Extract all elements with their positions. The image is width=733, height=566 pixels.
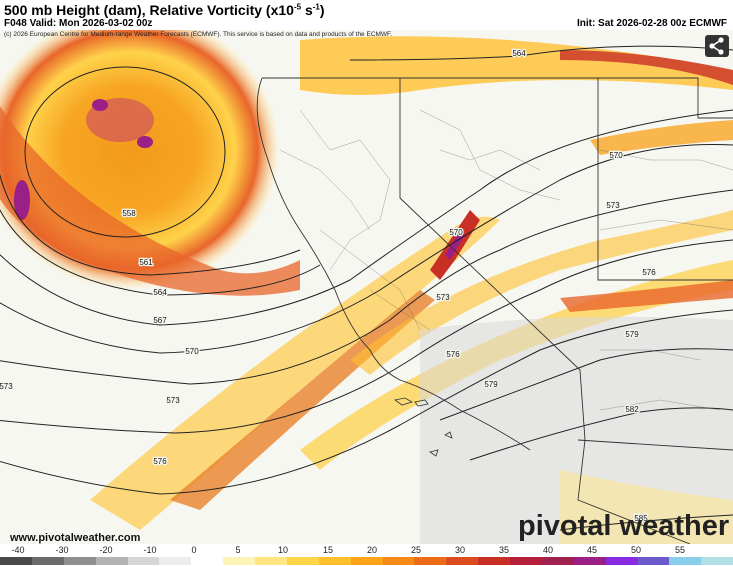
contour-label: 570 (449, 228, 463, 237)
colorbar-swatch (350, 557, 383, 565)
political-boundaries (256, 77, 733, 544)
colorbar-swatch (478, 557, 510, 565)
contour-label: 573 (606, 201, 620, 210)
colorbar-swatch (446, 557, 479, 565)
colorbar-tick-label: 40 (542, 545, 554, 555)
colorbar-swatch (414, 557, 447, 565)
colorbar-swatch (127, 557, 160, 565)
contour-label: 576 (446, 350, 460, 359)
contour-label: 561 (139, 258, 153, 267)
colorbar-tick-label: -20 (99, 545, 113, 555)
contour-label: 576 (642, 268, 656, 277)
contour-label: 576 (153, 457, 167, 466)
colorbar-tick-label: 5 (235, 545, 241, 555)
colorbar-tick-label: -40 (11, 545, 25, 555)
share-button[interactable] (705, 35, 729, 57)
init-time: Init: Sat 2026-02-28 00z ECMWF (576, 18, 727, 29)
contour-label: 585 (634, 514, 648, 523)
contour-label: 570 (609, 151, 623, 160)
map-title: 500 mb Height (dam), Relative Vorticity … (4, 2, 325, 18)
contour-label: 579 (484, 380, 498, 389)
contour-labels: 564 558 561 564 567 570 573 573 576 570 573 576 579 5… (0, 48, 657, 525)
vorticity-colorbar: -40 -30 -20 -10 0 5 10 15 20 25 30 35 40 45 50 55 (0, 544, 733, 566)
copyright-notice: (c) 2026 European Centre for Medium-rang… (4, 31, 393, 38)
vorticity-map[interactable]: 564 558 561 564 567 570 573 573 576 570 573 576 579 5… (0, 30, 733, 544)
colorbar-tick-label: 35 (498, 545, 510, 555)
colorbar-swatch (191, 557, 224, 565)
colorbar-swatch (286, 557, 319, 565)
colorbar-swatch (669, 557, 702, 565)
colorbar-swatch (637, 557, 670, 565)
contour-label: 582 (625, 405, 639, 414)
contour-label: 558 (122, 209, 136, 218)
colorbar-tick-label: 50 (630, 545, 642, 555)
colorbar-tick-label: 15 (322, 545, 334, 555)
colorbar-swatch (510, 557, 542, 565)
colorbar-swatch (255, 557, 287, 565)
county-lines (279, 109, 733, 411)
valid-time: F048 Valid: Mon 2026-03-02 00z (4, 18, 153, 29)
colorbar-swatch (31, 557, 64, 565)
contour-label: 564 (153, 288, 167, 297)
website-link[interactable]: www.pivotalweather.com (10, 532, 141, 544)
colorbar-swatch (541, 557, 574, 565)
colorbar-tick-label: -30 (55, 545, 69, 555)
share-icon (709, 37, 724, 55)
colorbar-tick-label: 55 (674, 545, 686, 555)
colorbar-swatch (159, 557, 192, 565)
colorbar-swatch (223, 557, 255, 565)
colorbar-swatch (573, 557, 606, 565)
contour-label: 579 (625, 330, 639, 339)
colorbar-tick-label: 10 (277, 545, 289, 555)
contour-label: 567 (153, 316, 167, 325)
colorbar-swatches (0, 557, 733, 565)
contour-label: 573 (166, 396, 180, 405)
height-contours (0, 45, 733, 531)
channel-islands (394, 397, 453, 457)
colorbar-tick-label: 25 (410, 545, 422, 555)
colorbar-swatch (318, 557, 351, 565)
colorbar-swatch (605, 557, 638, 565)
colorbar-tick-label: -10 (143, 545, 157, 555)
colorbar-swatch (63, 557, 96, 565)
pivotal-weather-logo: pivotal weather (518, 510, 730, 542)
colorbar-tick-label: 20 (366, 545, 378, 555)
colorbar-swatch (382, 557, 415, 565)
contour-label: 573 (436, 293, 450, 302)
colorbar-tick-label: 0 (191, 545, 197, 555)
contour-label: 564 (512, 49, 526, 58)
contour-label: 573 (0, 382, 13, 391)
contour-label: 570 (185, 347, 199, 356)
colorbar-swatch (95, 557, 128, 565)
vorticity-shading (0, 30, 733, 544)
colorbar-tick-label: 45 (586, 545, 598, 555)
colorbar-swatch (701, 557, 733, 565)
colorbar-tick-label: 30 (454, 545, 466, 555)
colorbar-swatch (0, 557, 32, 565)
